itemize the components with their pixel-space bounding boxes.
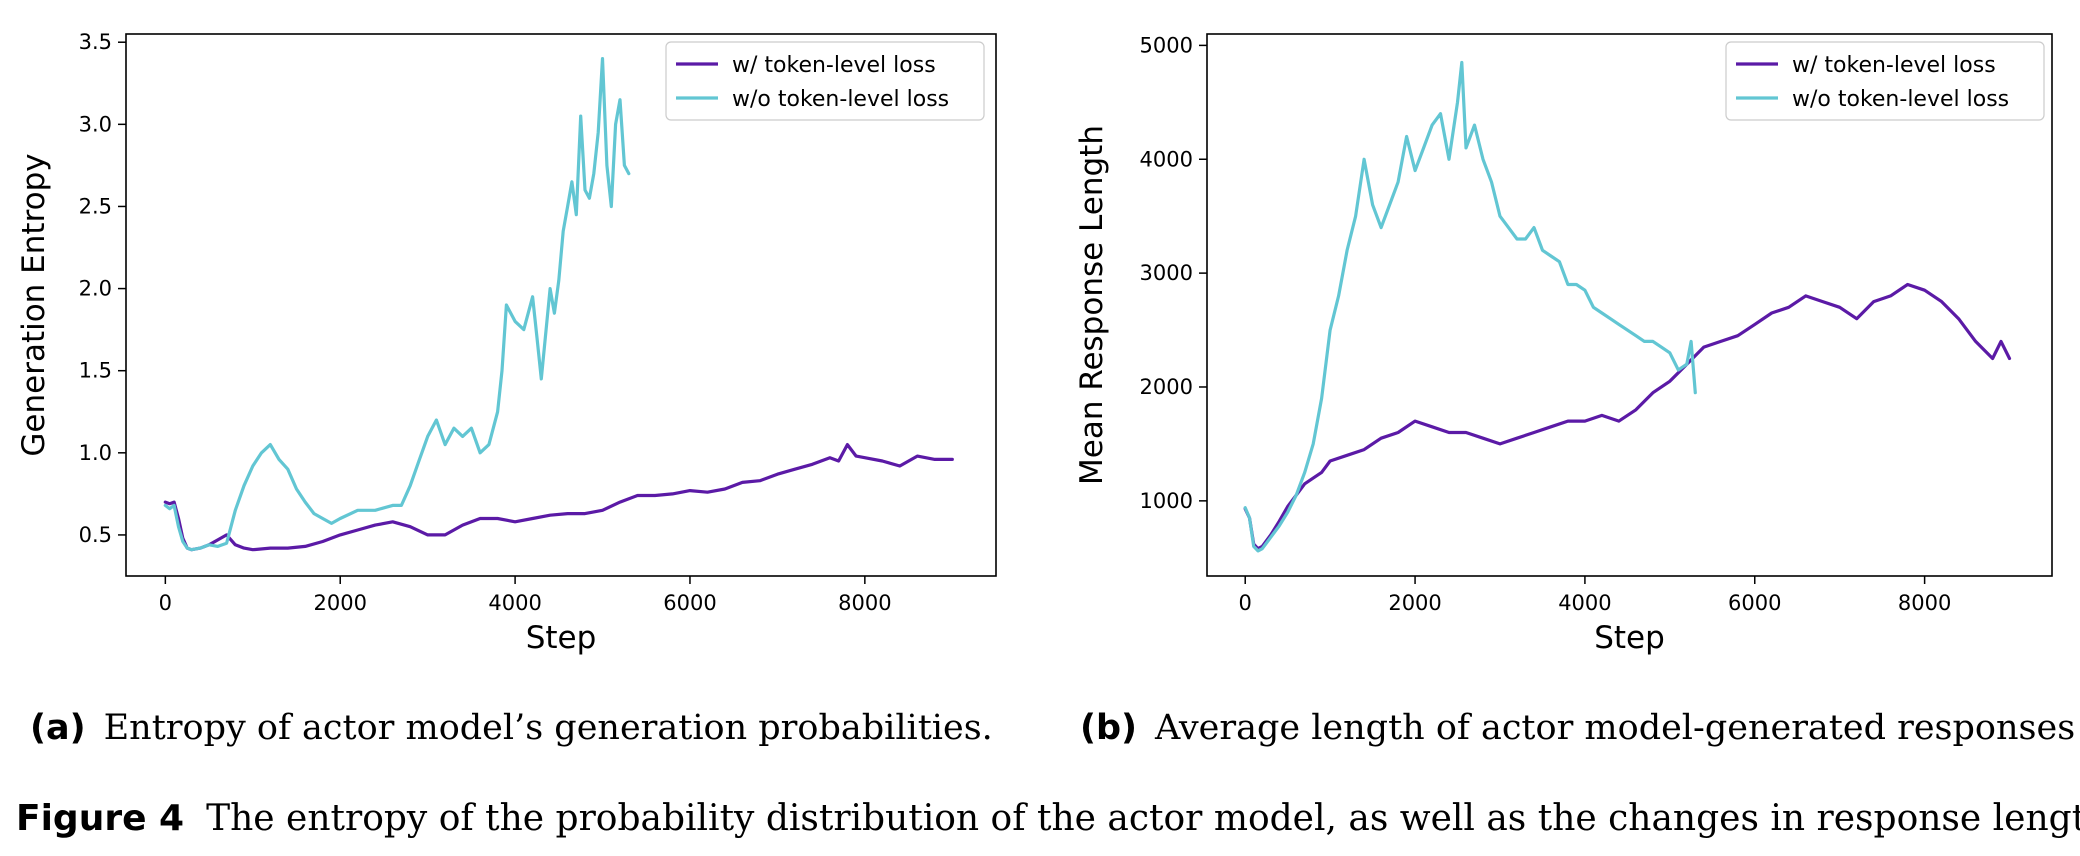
x-tick-label: 8000 [1898, 591, 1951, 615]
x-tick-label: 8000 [838, 591, 891, 615]
y-tick-label: 1.0 [79, 441, 112, 465]
x-tick-label: 6000 [1728, 591, 1781, 615]
legend: w/ token-level loss w/o token-level loss [665, 41, 985, 121]
legend-label-0: w/ token-level loss [732, 53, 936, 78]
subcaption-b-label: (b) [1080, 708, 1138, 748]
y-tick-label: 3.5 [79, 30, 112, 54]
series-line-0 [163, 443, 954, 552]
y-axis-label: Generation Entropy [16, 153, 52, 456]
figure-caption: Figure 4 The entropy of the probability d… [16, 798, 2080, 839]
subcaption-b: (b) Average length of actor model-generat… [1080, 708, 2075, 748]
axes-frame [1206, 33, 2053, 577]
x-tick-label: 2000 [313, 591, 366, 615]
series-line-0 [1243, 282, 2012, 551]
y-tick-label: 5000 [1140, 33, 1193, 57]
legend-box [665, 41, 985, 121]
y-tick-label: 2.0 [79, 277, 112, 301]
series-line-1 [1243, 60, 1697, 553]
figure-charts: 0 2000 4000 6000 8000 0.5 1.0 1.5 2.0 2.5 3.0 3.5 St… [16, 30, 2053, 656]
legend: w/ token-level loss w/o token-level loss [1725, 41, 2045, 121]
legend-label-1: w/o token-level loss [732, 87, 949, 112]
x-tick-label: 4000 [1558, 591, 1611, 615]
subcaption-a-text: Entropy of actor model’s generation prob… [103, 708, 993, 748]
series-group [163, 56, 954, 552]
x-tick-label: 4000 [488, 591, 541, 615]
series-line-1 [163, 56, 631, 552]
x-axis-label: Step [526, 620, 597, 656]
figure-caption-text: The entropy of the probability distribut… [206, 798, 2080, 839]
legend-label-0: w/ token-level loss [1792, 53, 1996, 78]
y-tick-label: 4000 [1140, 147, 1193, 171]
y-tick-label: 3000 [1140, 261, 1193, 285]
x-tick-label: 0 [159, 591, 172, 615]
chart-panel-1: 0 2000 4000 6000 8000 1000 2000 3000 4000 5000 Ste… [1074, 33, 2053, 656]
subcaption-b-text: Average length of actor model-generated … [1155, 708, 2076, 748]
figure-caption-label: Figure 4 [16, 798, 185, 839]
x-tick-label: 6000 [663, 591, 716, 615]
y-tick-label: 1.5 [79, 359, 112, 383]
axes-frame [125, 33, 997, 577]
subcaption-a: (a) Entropy of actor model’s generation p… [30, 708, 993, 748]
y-axis-label: Mean Response Length [1074, 125, 1110, 485]
subcaption-a-label: (a) [30, 708, 86, 748]
y-tick-label: 0.5 [79, 523, 112, 547]
chart-panel-0: 0 2000 4000 6000 8000 0.5 1.0 1.5 2.0 2.5 3.0 3.5 St… [16, 30, 997, 656]
x-tick-label: 0 [1239, 591, 1252, 615]
y-tick-label: 2000 [1140, 375, 1193, 399]
y-tick-label: 1000 [1140, 489, 1193, 513]
x-axis-label: Step [1594, 620, 1665, 656]
y-tick-label: 2.5 [79, 194, 112, 218]
x-tick-label: 2000 [1388, 591, 1441, 615]
legend-label-1: w/o token-level loss [1792, 87, 2009, 112]
series-group [1243, 60, 2012, 553]
legend-box [1725, 41, 2045, 121]
y-tick-label: 3.0 [79, 112, 112, 136]
